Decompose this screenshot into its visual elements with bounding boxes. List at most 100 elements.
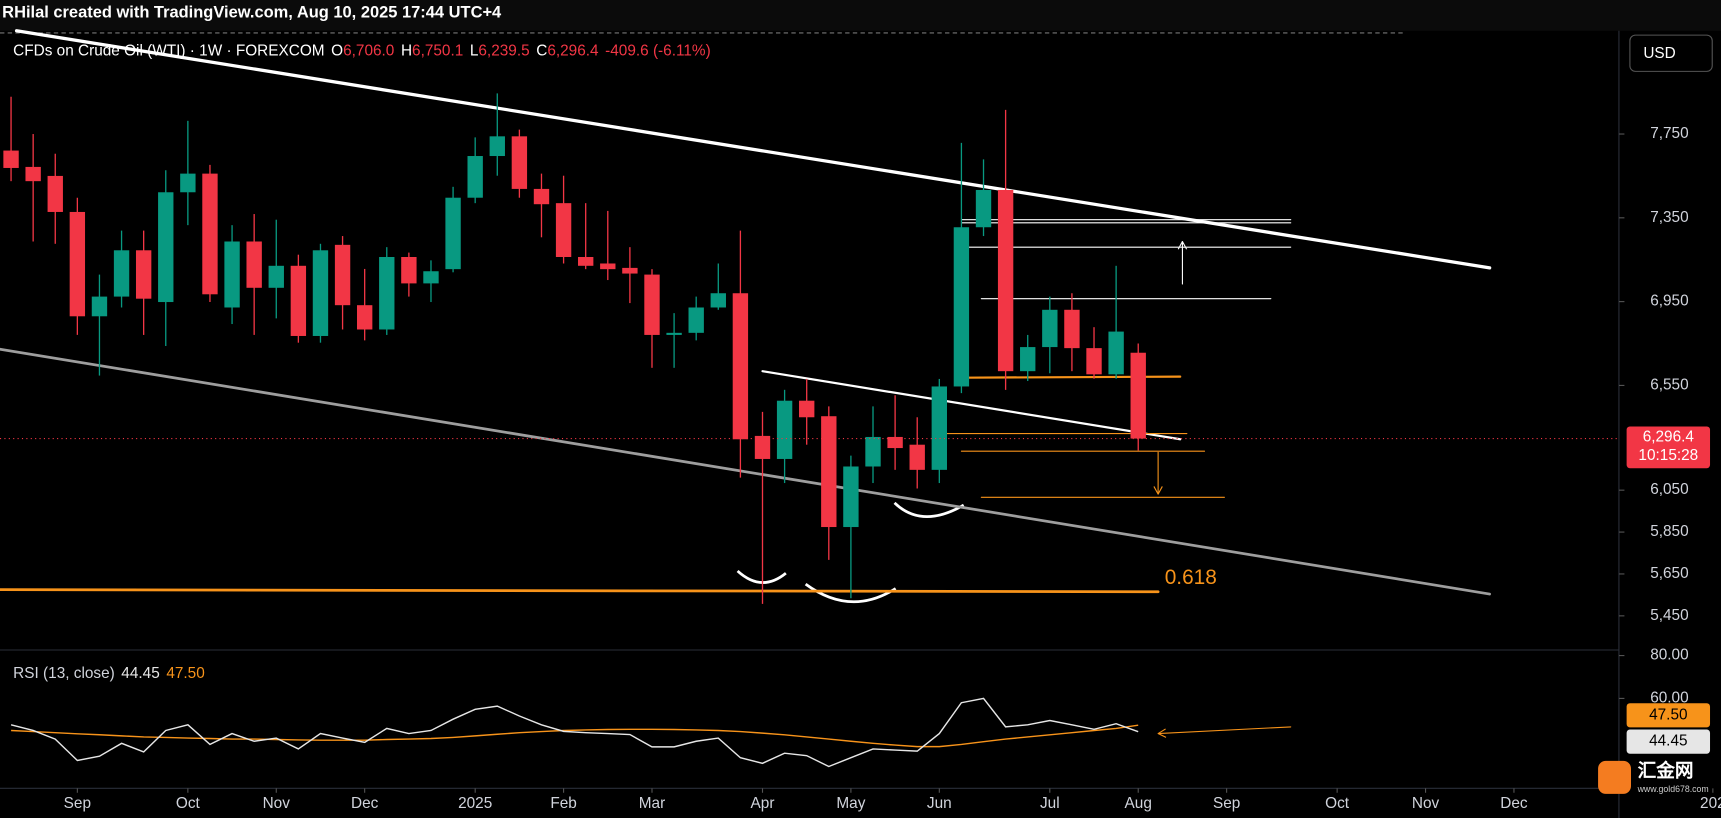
candle-body bbox=[401, 256, 417, 284]
series-value: 47.50 bbox=[166, 665, 204, 682]
candle-body bbox=[1130, 352, 1146, 439]
candle-body bbox=[489, 136, 505, 157]
candle-body bbox=[1020, 347, 1036, 372]
legend: RSI (13, close) 44.45 47.50 bbox=[13, 665, 205, 682]
candle-body bbox=[865, 436, 881, 467]
x-tick-label: Oct bbox=[1325, 795, 1350, 812]
arrow-head bbox=[1157, 486, 1163, 495]
x-tick-label: Aug bbox=[1125, 795, 1152, 812]
currency-label: USD bbox=[1643, 45, 1675, 62]
candle-body bbox=[732, 293, 749, 440]
ohlc-key: H bbox=[401, 43, 412, 60]
candle-body bbox=[953, 227, 970, 387]
trend-line bbox=[962, 375, 1182, 379]
candle-body bbox=[135, 250, 152, 299]
candle-body bbox=[334, 244, 351, 306]
x-tick-label: Jul bbox=[1040, 795, 1060, 812]
candle-body bbox=[47, 175, 63, 212]
value-badge bbox=[1626, 729, 1711, 754]
x-tick-label: 202 bbox=[1700, 795, 1721, 812]
candle-body bbox=[511, 136, 528, 189]
arrow-head bbox=[1181, 241, 1188, 250]
chart-title: RSI (13, close) bbox=[13, 665, 115, 682]
ohlc-key: C bbox=[536, 43, 547, 60]
candle-body bbox=[379, 256, 395, 330]
trend-line bbox=[761, 370, 1182, 441]
x-tick-label: Dec bbox=[351, 795, 379, 812]
header-bar bbox=[0, 0, 1721, 31]
candle-body bbox=[909, 444, 925, 470]
x-tick-label: May bbox=[836, 795, 865, 812]
candle-body bbox=[799, 400, 815, 418]
candle-body bbox=[25, 166, 41, 182]
candle-body bbox=[69, 211, 86, 317]
x-tick-label: 2025 bbox=[458, 795, 492, 812]
candle-body bbox=[202, 173, 218, 295]
y-tick-label: 6,950 bbox=[1650, 293, 1688, 310]
change-label: -409.6 (-6.11%) bbox=[605, 43, 711, 60]
candle-body bbox=[578, 256, 594, 266]
x-tick-label: Dec bbox=[1500, 795, 1528, 812]
watermark-name: 汇金网 bbox=[1638, 760, 1694, 781]
x-tick-label: Nov bbox=[1412, 795, 1440, 812]
candle-body bbox=[1042, 309, 1058, 348]
level-label: 0.618 bbox=[1165, 566, 1217, 589]
candle-body bbox=[312, 250, 329, 336]
x-tick-label: Jun bbox=[927, 795, 952, 812]
x-tick-label: Feb bbox=[550, 795, 576, 812]
candle-body bbox=[666, 332, 682, 335]
candle-body bbox=[600, 263, 616, 270]
ohlc-value: 6,706.0 bbox=[343, 43, 394, 60]
arrow-head bbox=[1157, 733, 1167, 738]
trend-line bbox=[0, 588, 1160, 594]
pattern-arc bbox=[736, 569, 787, 584]
currency-button[interactable] bbox=[1629, 34, 1713, 72]
candle-body bbox=[887, 436, 903, 449]
candle-body bbox=[290, 265, 307, 336]
y-tick-label: 7,750 bbox=[1650, 125, 1688, 142]
arrow-head bbox=[1177, 241, 1183, 250]
candle-body bbox=[1108, 331, 1124, 375]
arrow-head bbox=[1153, 486, 1159, 495]
trend-line bbox=[14, 29, 1492, 270]
y-tick-label: 80.00 bbox=[1650, 647, 1688, 664]
x-tick-label: Mar bbox=[639, 795, 665, 812]
x-tick-label: Nov bbox=[263, 795, 291, 812]
x-tick-label: Sep bbox=[1213, 795, 1240, 812]
x-tick-label: Sep bbox=[64, 795, 91, 812]
candle-body bbox=[644, 274, 660, 335]
candle-body bbox=[467, 156, 483, 198]
y-tick-label: 6,550 bbox=[1650, 376, 1688, 393]
candle-body bbox=[268, 265, 284, 288]
candle-body bbox=[975, 189, 992, 228]
ohlc-key: O bbox=[331, 43, 343, 60]
candle-body bbox=[843, 466, 859, 528]
x-tick-label: Apr bbox=[751, 795, 775, 812]
trend-line bbox=[0, 347, 1492, 596]
ohlc-value: 6,296.4 bbox=[547, 43, 599, 60]
candle-body bbox=[688, 307, 704, 333]
arrow-head bbox=[1157, 728, 1166, 735]
candle-body bbox=[356, 305, 373, 330]
ohlc-key: L bbox=[470, 43, 479, 60]
value-badge-label: 44.45 bbox=[1649, 733, 1687, 750]
value-badge-label: 47.50 bbox=[1649, 706, 1687, 723]
candle-body bbox=[91, 296, 108, 317]
ohlc-value: 6,750.1 bbox=[412, 43, 463, 60]
y-tick-label: 5,850 bbox=[1650, 523, 1688, 540]
watermark-icon bbox=[1598, 760, 1632, 794]
candle-body bbox=[533, 188, 550, 205]
rsi-line bbox=[10, 697, 1139, 768]
candle-body bbox=[821, 416, 837, 528]
watermark-url: www.gold678.com bbox=[1637, 784, 1709, 794]
candle-body bbox=[710, 293, 726, 308]
candle-body bbox=[1086, 348, 1102, 375]
candle-body bbox=[754, 435, 771, 459]
candle-body bbox=[555, 203, 572, 257]
attribution: RHilal created with TradingView.com, Aug… bbox=[2, 4, 502, 22]
ohlc-value: 6,239.5 bbox=[478, 43, 529, 60]
